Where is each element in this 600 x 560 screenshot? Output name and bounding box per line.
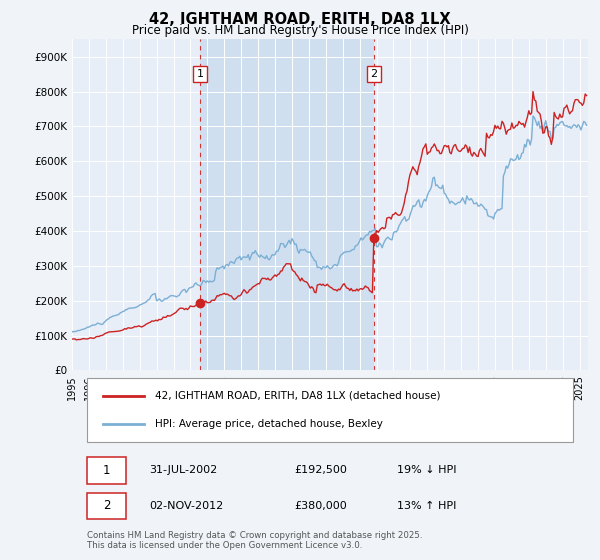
FancyBboxPatch shape xyxy=(88,457,126,484)
Text: 02-NOV-2012: 02-NOV-2012 xyxy=(149,501,224,511)
Text: 42, IGHTHAM ROAD, ERITH, DA8 1LX: 42, IGHTHAM ROAD, ERITH, DA8 1LX xyxy=(149,12,451,27)
Text: Price paid vs. HM Land Registry's House Price Index (HPI): Price paid vs. HM Land Registry's House … xyxy=(131,24,469,37)
Text: 1: 1 xyxy=(103,464,110,477)
Text: Contains HM Land Registry data © Crown copyright and database right 2025.
This d: Contains HM Land Registry data © Crown c… xyxy=(88,531,423,550)
Text: 2: 2 xyxy=(103,500,110,512)
Text: 19% ↓ HPI: 19% ↓ HPI xyxy=(397,465,457,475)
Text: 13% ↑ HPI: 13% ↑ HPI xyxy=(397,501,457,511)
Text: £192,500: £192,500 xyxy=(294,465,347,475)
Text: £380,000: £380,000 xyxy=(294,501,347,511)
Text: HPI: Average price, detached house, Bexley: HPI: Average price, detached house, Bexl… xyxy=(155,419,382,429)
FancyBboxPatch shape xyxy=(88,493,126,519)
Text: 1: 1 xyxy=(197,69,204,79)
Text: 42, IGHTHAM ROAD, ERITH, DA8 1LX (detached house): 42, IGHTHAM ROAD, ERITH, DA8 1LX (detach… xyxy=(155,390,440,400)
Text: 31-JUL-2002: 31-JUL-2002 xyxy=(149,465,218,475)
Text: 2: 2 xyxy=(370,69,377,79)
FancyBboxPatch shape xyxy=(88,377,572,442)
Bar xyxy=(200,39,374,371)
